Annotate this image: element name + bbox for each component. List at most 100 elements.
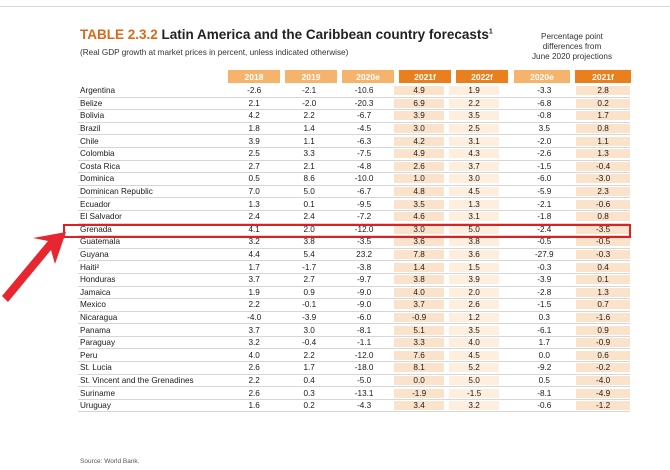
value-cell: 1.8 [248, 124, 260, 134]
value-cell: -6.7 [357, 187, 372, 197]
difference-cell: -5.9 [537, 187, 552, 197]
value-cell: 1.6 [248, 401, 260, 411]
value-cell: 4.2 [394, 136, 445, 146]
value-cell: 3.0 [394, 224, 445, 234]
country-name: Suriname [80, 388, 116, 398]
value-cell: 2.4 [303, 212, 315, 222]
table-label: TABLE 2.3.2 [80, 27, 158, 42]
country-name: Dominica [80, 174, 115, 184]
difference-note-line: June 2020 projections [531, 52, 613, 61]
difference-cell: -4.0 [576, 375, 631, 385]
top-page-strip [0, 0, 670, 7]
difference-cell: 0.0 [538, 350, 550, 360]
difference-cell: 0.4 [576, 262, 631, 272]
value-cell: 3.2 [449, 401, 500, 411]
value-cell: 1.7 [303, 363, 315, 373]
value-cell: 2.2 [449, 98, 500, 108]
difference-cell: -0.9 [576, 338, 631, 348]
value-cell: -6.3 [357, 136, 372, 146]
value-cell: 0.3 [303, 388, 315, 398]
table-row: Honduras 3.7 2.7 -9.7 3.8 3.9 -3.9 0.1 [78, 274, 631, 287]
value-cell: -20.3 [354, 98, 374, 108]
value-cell: -4.0 [247, 312, 262, 322]
value-cell: -5.0 [357, 375, 372, 385]
value-cell: -1.1 [357, 338, 372, 348]
value-cell: -13.1 [354, 388, 374, 398]
difference-cell: -2.1 [537, 199, 552, 209]
column-header: 2018 [228, 70, 280, 83]
value-cell: 3.7 [394, 300, 445, 310]
value-cell: 1.3 [449, 199, 500, 209]
source-note: Source: World Bank. [80, 458, 140, 465]
difference-cell: -6.1 [537, 325, 552, 335]
table-row: Belize 2.1 -2.0 -20.3 6.9 2.2 -6.8 0.2 [78, 98, 631, 111]
value-cell: 4.4 [248, 250, 260, 260]
value-cell: 1.1 [303, 136, 315, 146]
table-row: Ecuador 1.3 0.1 -9.5 3.5 1.3 -2.1 -0.6 [78, 198, 631, 211]
country-name: Honduras [80, 275, 116, 285]
value-cell: 5.0 [303, 187, 315, 197]
difference-cell: 0.2 [576, 98, 631, 108]
value-cell: 3.8 [394, 275, 445, 285]
table-row: El Salvador 2.4 2.4 -7.2 4.6 3.1 -1.8 0.8 [78, 211, 631, 224]
difference-cell: -0.8 [537, 111, 552, 121]
value-cell: 0.4 [303, 375, 315, 385]
table-row: Dominica 0.5 8.6 -10.0 1.0 3.0 -6.0 -3.0 [78, 173, 631, 186]
difference-cell: -9.2 [537, 363, 552, 373]
difference-cell: 1.3 [576, 149, 631, 159]
value-cell: 2.2 [248, 375, 260, 385]
row-highlight-box [63, 224, 631, 238]
difference-cell: -2.8 [537, 287, 552, 297]
country-name: Grenada [80, 224, 112, 234]
difference-note: Percentage point differences from June 2… [512, 32, 632, 62]
value-cell: 8.1 [394, 363, 445, 373]
value-cell: -3.8 [357, 262, 372, 272]
value-cell: -10.0 [354, 174, 374, 184]
difference-cell: 2.3 [576, 187, 631, 197]
country-name: Jamaica [80, 287, 111, 297]
difference-cell: 0.8 [576, 212, 631, 222]
value-cell: -7.2 [357, 212, 372, 222]
value-cell: 3.2 [248, 237, 260, 247]
value-cell: 3.9 [248, 136, 260, 146]
difference-cell: 0.8 [576, 124, 631, 134]
difference-cell: -3.0 [576, 174, 631, 184]
difference-cell: 3.5 [538, 124, 550, 134]
value-cell: -10.6 [354, 86, 374, 96]
difference-cell: 1.7 [538, 338, 550, 348]
country-name: Argentina [80, 86, 116, 96]
country-name: Guyana [80, 250, 109, 260]
value-cell: 1.4 [394, 262, 445, 272]
table-row: Mexico 2.2 -0.1 -9.0 3.7 2.6 -1.5 0.7 [78, 299, 631, 312]
value-cell: 4.3 [449, 149, 500, 159]
country-name: St. Vincent and the Grenadines [80, 375, 194, 385]
table-title-text: Latin America and the Caribbean country … [161, 27, 489, 42]
difference-cell: -6.0 [537, 174, 552, 184]
value-cell: 0.9 [303, 287, 315, 297]
value-cell: 3.5 [449, 325, 500, 335]
difference-cell: -3.9 [537, 275, 552, 285]
diff-column-header: 2021f [575, 70, 631, 83]
value-cell: 1.9 [248, 287, 260, 297]
value-cell: 3.5 [394, 199, 445, 209]
difference-cell: -3.3 [537, 86, 552, 96]
country-name: Uruguay [80, 401, 111, 411]
value-cell: -4.8 [357, 161, 372, 171]
value-cell: 2.4 [248, 212, 260, 222]
difference-cell: -0.3 [576, 250, 631, 260]
value-cell: -4.5 [357, 124, 372, 134]
value-cell: 0.2 [303, 401, 315, 411]
table-row: Grenada 4.1 2.0 -12.0 3.0 5.0 -2.4 -3.5 [78, 224, 631, 237]
table-row: Guyana 4.4 5.4 23.2 7.8 3.6 -27.9 -0.3 [78, 249, 631, 262]
difference-cell: -2.0 [537, 136, 552, 146]
value-cell: 4.6 [394, 212, 445, 222]
column-header: 2019 [285, 70, 337, 83]
difference-cell: -8.1 [537, 388, 552, 398]
value-cell: -2.6 [247, 86, 262, 96]
value-cell: 3.7 [248, 325, 260, 335]
table-row: Haiti² 1.7 -1.7 -3.8 1.4 1.5 -0.3 0.4 [78, 261, 631, 274]
value-cell: 4.1 [248, 224, 260, 234]
value-cell: 3.8 [303, 237, 315, 247]
country-name: Dominican Republic [80, 187, 153, 197]
value-cell: 2.2 [303, 350, 315, 360]
